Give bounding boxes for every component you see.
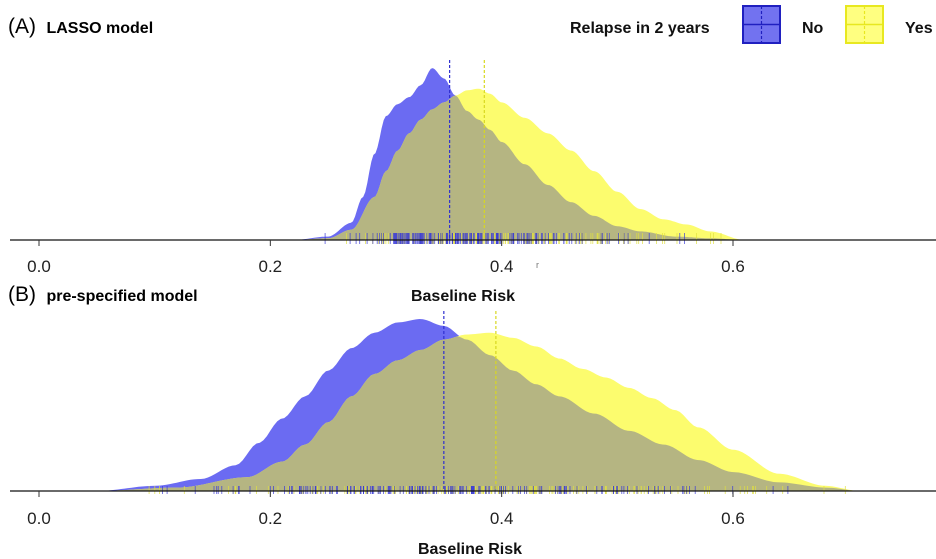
panel-a-stray-text: r bbox=[536, 260, 539, 270]
panel-a-mean-lines bbox=[449, 60, 485, 240]
panel-a-label: (A) LASSO model bbox=[8, 15, 153, 38]
panel-b-x-ticks: 0.0 0.2 0.4 0.6 bbox=[27, 491, 745, 528]
panel-b-label: (B) pre-specified model bbox=[8, 283, 198, 306]
panel-a-densities bbox=[293, 68, 745, 240]
legend-key-no: No bbox=[742, 5, 824, 44]
panel-b-title: pre-specified model bbox=[46, 288, 197, 305]
density-overlap bbox=[293, 95, 745, 240]
panel-a-plot: 0.0 0.2 0.4 0.6 r bbox=[10, 60, 936, 276]
panel-a-title: LASSO model bbox=[46, 20, 153, 37]
x-tick-label: 0.6 bbox=[721, 509, 745, 528]
panel-b-rug bbox=[148, 486, 846, 494]
density-overlap bbox=[96, 336, 861, 491]
panel-a-x-ticks: 0.0 0.2 0.4 0.6 bbox=[27, 240, 745, 276]
panel-b-x-axis-title: Baseline Risk bbox=[418, 541, 522, 558]
x-tick-label: 0.4 bbox=[490, 257, 514, 276]
x-tick-label: 0.2 bbox=[259, 509, 283, 528]
legend-title: Relapse in 2 years bbox=[570, 20, 710, 37]
legend-label-yes: Yes bbox=[905, 20, 933, 37]
panel-a-rug bbox=[324, 233, 722, 244]
panel-a-letter: (A) bbox=[8, 15, 36, 38]
x-tick-label: 0.4 bbox=[490, 509, 514, 528]
panel-b-densities bbox=[96, 319, 861, 491]
panel-a-x-axis-title: Baseline Risk bbox=[411, 288, 515, 305]
legend-label-no: No bbox=[802, 20, 824, 37]
x-tick-label: 0.2 bbox=[259, 257, 283, 276]
panel-b-mean-lines bbox=[443, 311, 497, 491]
panel-b-letter: (B) bbox=[8, 283, 36, 306]
legend: Relapse in 2 years No Yes bbox=[570, 5, 933, 44]
panel-b-plot: 0.0 0.2 0.4 0.6 bbox=[10, 311, 936, 528]
legend-key-yes: Yes bbox=[845, 5, 933, 44]
x-tick-label: 0.0 bbox=[27, 257, 51, 276]
x-tick-label: 0.6 bbox=[721, 257, 745, 276]
x-tick-label: 0.0 bbox=[27, 509, 51, 528]
